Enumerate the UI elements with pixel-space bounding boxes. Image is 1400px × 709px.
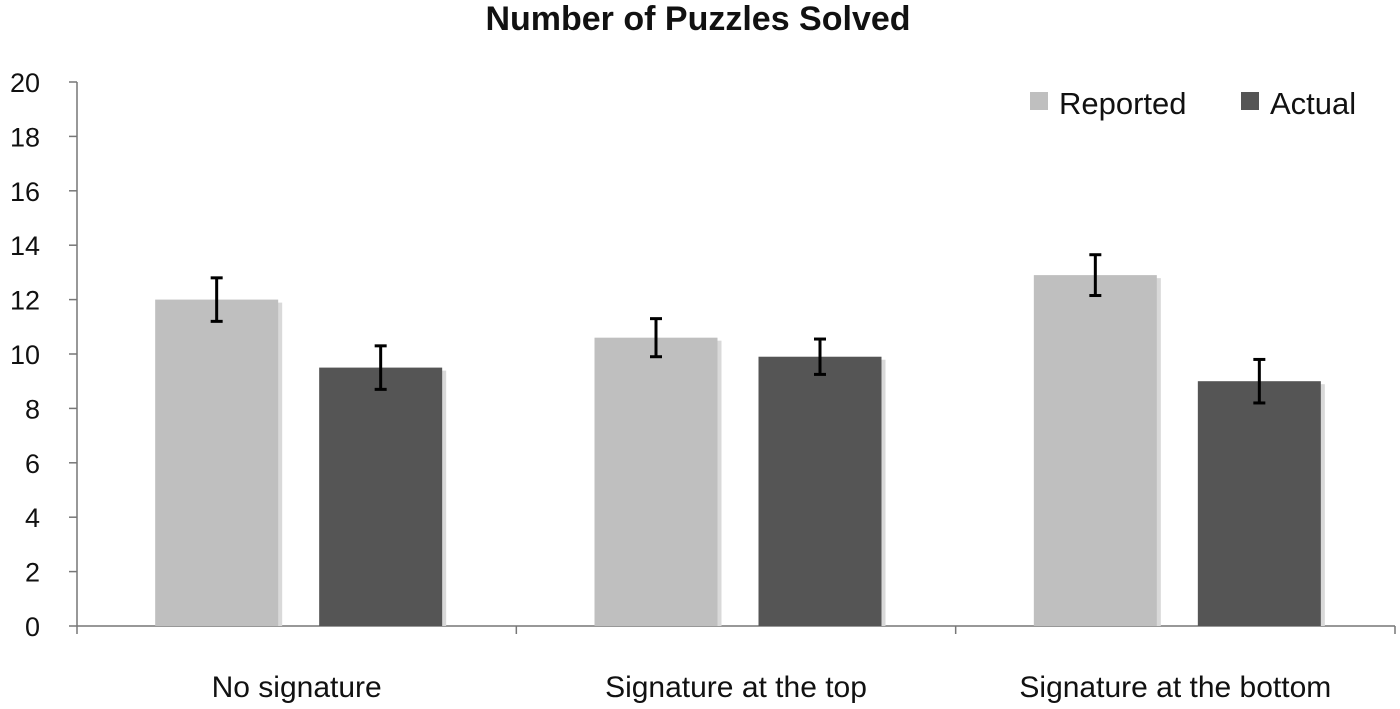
y-tick-label: 4 <box>25 503 40 533</box>
legend-swatch-reported <box>1030 92 1048 110</box>
bar-actual <box>758 356 882 626</box>
error-bar <box>374 344 387 391</box>
y-tick-label: 18 <box>10 122 40 152</box>
bar-reported <box>594 337 718 626</box>
y-tick-label: 14 <box>10 231 40 261</box>
axes: 0 2 4 6 8 10 12 14 16 18 20 No signature Signature a… <box>10 68 1396 704</box>
error-bar <box>210 276 223 323</box>
legend-label-actual: Actual <box>1270 86 1356 121</box>
chart-title: Number of Puzzles Solved <box>485 0 910 38</box>
bar-actual <box>1197 381 1321 626</box>
y-tick-label: 2 <box>25 558 40 588</box>
error-bar <box>1253 357 1266 405</box>
bars <box>155 253 1325 626</box>
x-category-label: Signature at the bottom <box>1019 671 1331 704</box>
error-bar <box>650 317 662 359</box>
bar-actual <box>319 367 443 626</box>
x-category-label: Signature at the top <box>605 671 867 704</box>
y-tick-label: 16 <box>10 177 40 207</box>
y-tick-label: 20 <box>10 68 40 98</box>
y-tick-label: 12 <box>10 286 40 316</box>
bar-reported <box>1033 275 1157 626</box>
y-tick-label: 8 <box>25 394 40 424</box>
error-bar <box>1089 253 1102 298</box>
legend-label-reported: Reported <box>1059 86 1187 121</box>
y-tick-label: 6 <box>25 449 40 479</box>
y-tick-label: 0 <box>25 612 40 642</box>
x-category-label: No signature <box>212 671 382 704</box>
error-bar <box>814 337 826 376</box>
y-tick-label: 10 <box>10 340 40 370</box>
legend: Reported Actual <box>1030 86 1356 121</box>
bar-reported <box>155 299 279 626</box>
legend-swatch-actual <box>1241 92 1259 110</box>
